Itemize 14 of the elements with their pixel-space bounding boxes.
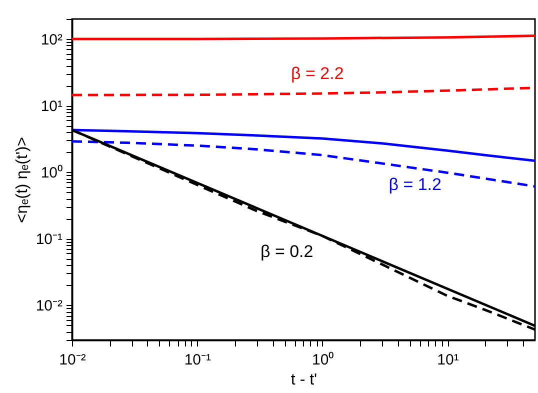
annotation: β = 2.2	[290, 64, 344, 83]
annotation: β = 0.2	[260, 242, 314, 262]
x-axis-title: t - t'	[290, 372, 318, 388]
x-tick-label: 10⁻²	[59, 352, 86, 368]
y-tick-label: 10⁻¹	[36, 231, 62, 248]
x-tick-label: 10¹	[437, 352, 459, 368]
x-tick-label: 10⁻¹	[184, 352, 212, 368]
x-tick-label: 10⁰	[312, 352, 334, 368]
y-tick-label: 10⁰	[40, 164, 62, 182]
y-tick-label: 10¹	[40, 98, 62, 116]
annotation: β = 1.2	[388, 174, 442, 194]
y-tick-label: 10⁻²	[36, 298, 62, 315]
y-tick-label: 10²	[40, 32, 62, 49]
y-axis-title: <ηₑ(t) ηₑ(t')>	[14, 136, 31, 224]
